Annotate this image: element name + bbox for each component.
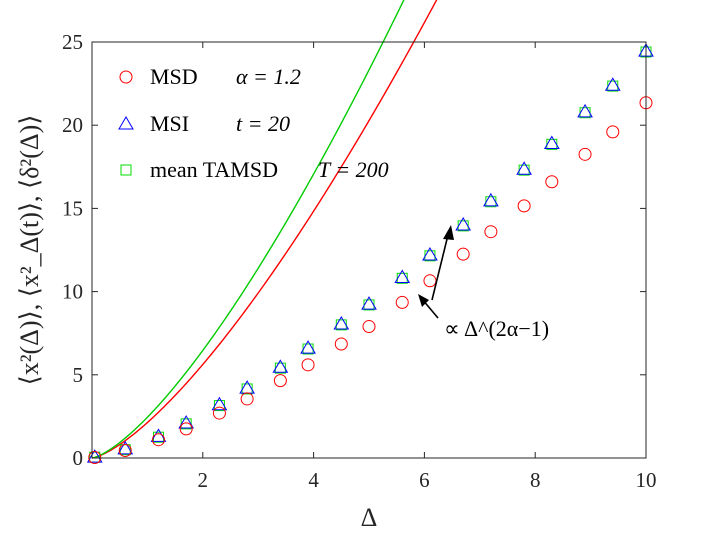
y-tick-label-5: 25 [62,30,83,54]
triangle-point-12 [455,217,472,231]
data-markers [86,43,654,465]
square-point-17 [607,80,619,92]
circle-point-10 [395,295,409,309]
circle-point-8 [334,337,348,351]
fit-line-0 [91,0,438,459]
y-tick-label-4: 20 [62,113,83,137]
annotation: ∝ Δ^(2α−1) [418,225,549,341]
circle-point-11 [423,274,437,288]
legend-param-msi: t = 20 [236,111,290,136]
square-point-7 [302,343,314,355]
legend-marker-square [120,164,132,176]
circle-point-13 [484,225,498,239]
triangle-point-4 [211,396,228,411]
legend-label-tamsd: mean TAMSD [150,157,278,182]
circle-point-14 [517,199,531,213]
x-tick-label-4: 10 [636,468,657,492]
square-point-9 [363,299,375,311]
square-point-12 [457,220,469,232]
triangle-point-0 [86,449,103,463]
triangle-point-13 [483,192,499,207]
triangle-point-11 [422,246,438,261]
circle-point-4 [212,406,226,420]
legend-label-msd: MSD [150,64,198,89]
circle-point-1 [118,444,132,458]
legend-markers [118,70,134,176]
y-tick-label-2: 10 [62,280,83,304]
square-point-15 [546,138,558,150]
triangle-point-6 [272,359,289,373]
triangle-point-8 [333,316,350,330]
legend-param-tamsd: T = 200 [318,157,389,182]
fit-lines [91,0,438,459]
plot-frame [91,41,647,459]
legend-marker-circle [119,70,133,84]
circle-point-16 [578,147,592,161]
fit-line-1 [91,0,405,459]
square-point-16 [579,107,591,119]
x-axis-label: Δ [361,503,378,532]
triangle-point-10 [394,269,411,283]
triangle-point-9 [361,296,377,310]
square-point-6 [274,362,286,374]
circle-point-7 [301,358,315,372]
legend-param-msd: α = 1.2 [236,64,301,89]
legend-label-msi: MSI [150,111,189,136]
x-tick-label-1: 4 [308,468,319,492]
circle-point-5 [240,392,254,406]
annotation-arrowhead-lower [418,294,429,307]
triangle-point-7 [300,340,316,354]
circle-point-15 [545,175,559,189]
x-tick-label-0: 2 [198,468,209,492]
square-point-4 [213,400,225,412]
triangle-point-3 [178,415,195,429]
legend: MSD α = 1.2 MSI t = 20 mean TAMSD T = 20… [118,64,389,182]
circle-point-17 [606,125,620,139]
tick-labels: 2 4 6 8 10 0 5 10 15 20 25 [62,30,657,492]
annotation-arrowhead-upper [443,225,454,240]
triangle-point-16 [577,103,593,118]
triangle-point-1 [117,440,134,455]
annotation-text: ∝ Δ^(2α−1) [444,316,549,341]
x-tick-label-3: 8 [530,468,541,492]
circle-point-9 [362,320,376,334]
y-tick-label-3: 15 [62,196,83,220]
square-point-13 [485,196,497,208]
circle-point-12 [456,247,470,261]
triangle-point-17 [604,77,621,91]
annotation-arrow-upper [431,230,450,301]
square-point-14 [518,164,530,176]
triangle-point-14 [516,161,532,175]
square-point-10 [396,272,408,284]
y-axis-label: ⟨x²(Δ)⟩, ⟨x²_Δ(t)⟩, ⟨δ²(Δ)⟩ [15,115,44,386]
circle-point-3 [179,422,193,436]
y-tick-label-0: 0 [73,446,84,470]
x-tick-label-2: 6 [419,468,430,492]
legend-marker-triangle [118,116,134,130]
square-point-11 [424,250,436,262]
square-point-8 [335,319,347,331]
circle-point-6 [273,374,287,388]
triangle-point-15 [543,135,560,150]
axis-ticks [92,41,647,459]
circle-point-2 [151,433,165,447]
y-tick-label-1: 5 [73,363,84,387]
